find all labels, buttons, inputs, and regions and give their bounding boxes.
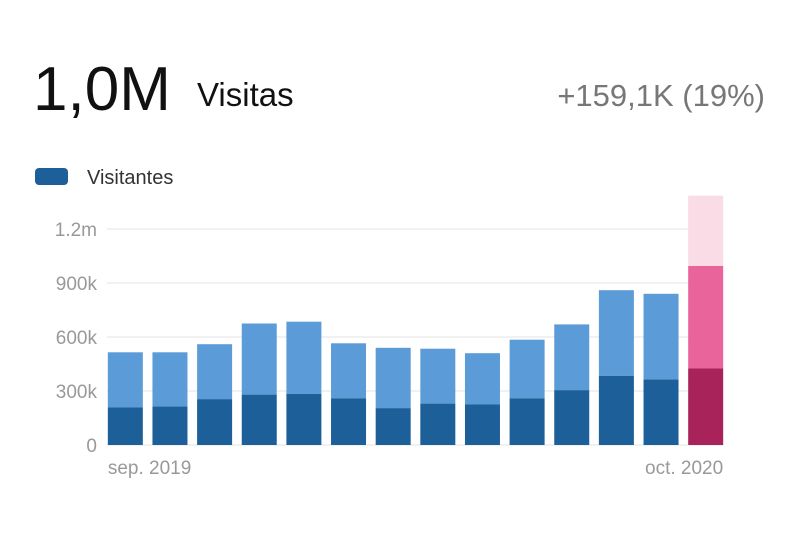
- bar-segment: [464, 353, 500, 405]
- y-tick-label: 1.2m: [55, 220, 97, 241]
- bar-segment: [107, 352, 143, 408]
- bar-segment: [598, 375, 634, 445]
- bar-segment: [554, 324, 590, 391]
- bar-segment: [197, 344, 233, 400]
- bar-segment: [464, 404, 500, 445]
- bar-segment: [375, 408, 411, 445]
- bar-segment: [152, 406, 188, 445]
- bar-segment: [152, 352, 188, 407]
- bar-segment: [643, 293, 679, 380]
- bar-segment: [643, 379, 679, 445]
- bar-segment: [331, 398, 367, 445]
- y-tick-label: 300k: [56, 382, 98, 403]
- legend-label: Visitantes: [87, 167, 173, 189]
- bar-segment: [688, 368, 724, 445]
- bar-segment: [241, 323, 277, 395]
- x-tick-label: oct. 2020: [645, 458, 723, 479]
- bar-segment: [509, 339, 545, 399]
- bar-segment: [241, 394, 277, 445]
- bar-segment: [554, 390, 590, 445]
- bar-segment: [509, 398, 545, 445]
- headline-value: 1,0M: [33, 55, 171, 124]
- bar-segment: [420, 348, 456, 404]
- bar-segment: [286, 321, 322, 394]
- bar-segment: [107, 407, 143, 445]
- bar-segment: [375, 347, 411, 409]
- x-tick-label: sep. 2019: [108, 458, 191, 479]
- y-tick-label: 600k: [56, 328, 98, 349]
- bar-segment: [197, 399, 233, 445]
- bar-segment: [420, 403, 456, 445]
- bar-segment: [286, 393, 322, 445]
- headline-label: Visitas: [197, 76, 294, 113]
- bar-segment: [688, 265, 724, 369]
- y-tick-label: 0: [86, 436, 97, 457]
- legend-swatch: [35, 168, 68, 185]
- bar-segment: [331, 343, 367, 399]
- bar-segment: [598, 290, 634, 376]
- headline-change: +159,1K (19%): [557, 78, 765, 113]
- y-tick-label: 900k: [56, 274, 98, 295]
- bar-segment: [688, 195, 724, 266]
